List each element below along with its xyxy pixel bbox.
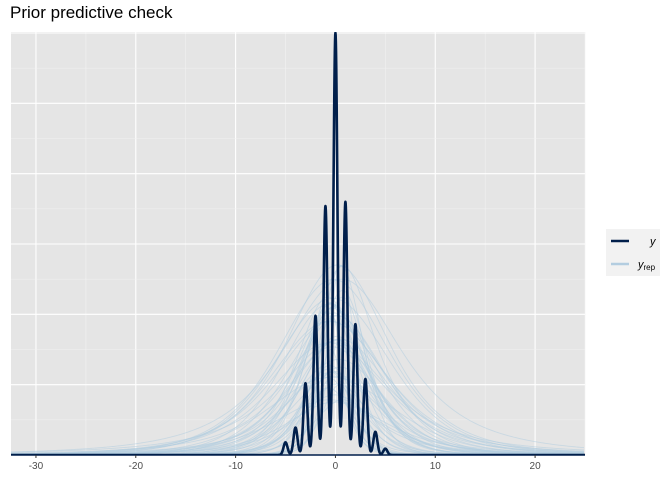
legend-background — [606, 229, 660, 276]
yrep-line — [11, 264, 585, 455]
y-series — [11, 32, 585, 455]
yrep-line — [11, 278, 585, 453]
yrep-line — [11, 342, 585, 455]
legend: y yrep — [606, 229, 660, 276]
chart-title: Prior predictive check — [10, 3, 173, 22]
x-tick-label: -20 — [129, 461, 144, 472]
x-tick-label: -30 — [29, 461, 44, 472]
yrep-line — [11, 303, 585, 455]
x-axis: -30 -20 -10 0 10 20 — [29, 455, 541, 472]
legend-label-yrep: yrep — [637, 259, 656, 272]
yrep-line — [11, 265, 585, 455]
x-tick-label: 20 — [530, 461, 542, 472]
y-line — [11, 32, 585, 455]
yrep-line — [11, 341, 585, 453]
x-tick-label: 10 — [430, 461, 442, 472]
legend-label-y: y — [649, 236, 657, 248]
x-tick-label: 0 — [333, 461, 339, 472]
x-tick-label: -10 — [228, 461, 243, 472]
